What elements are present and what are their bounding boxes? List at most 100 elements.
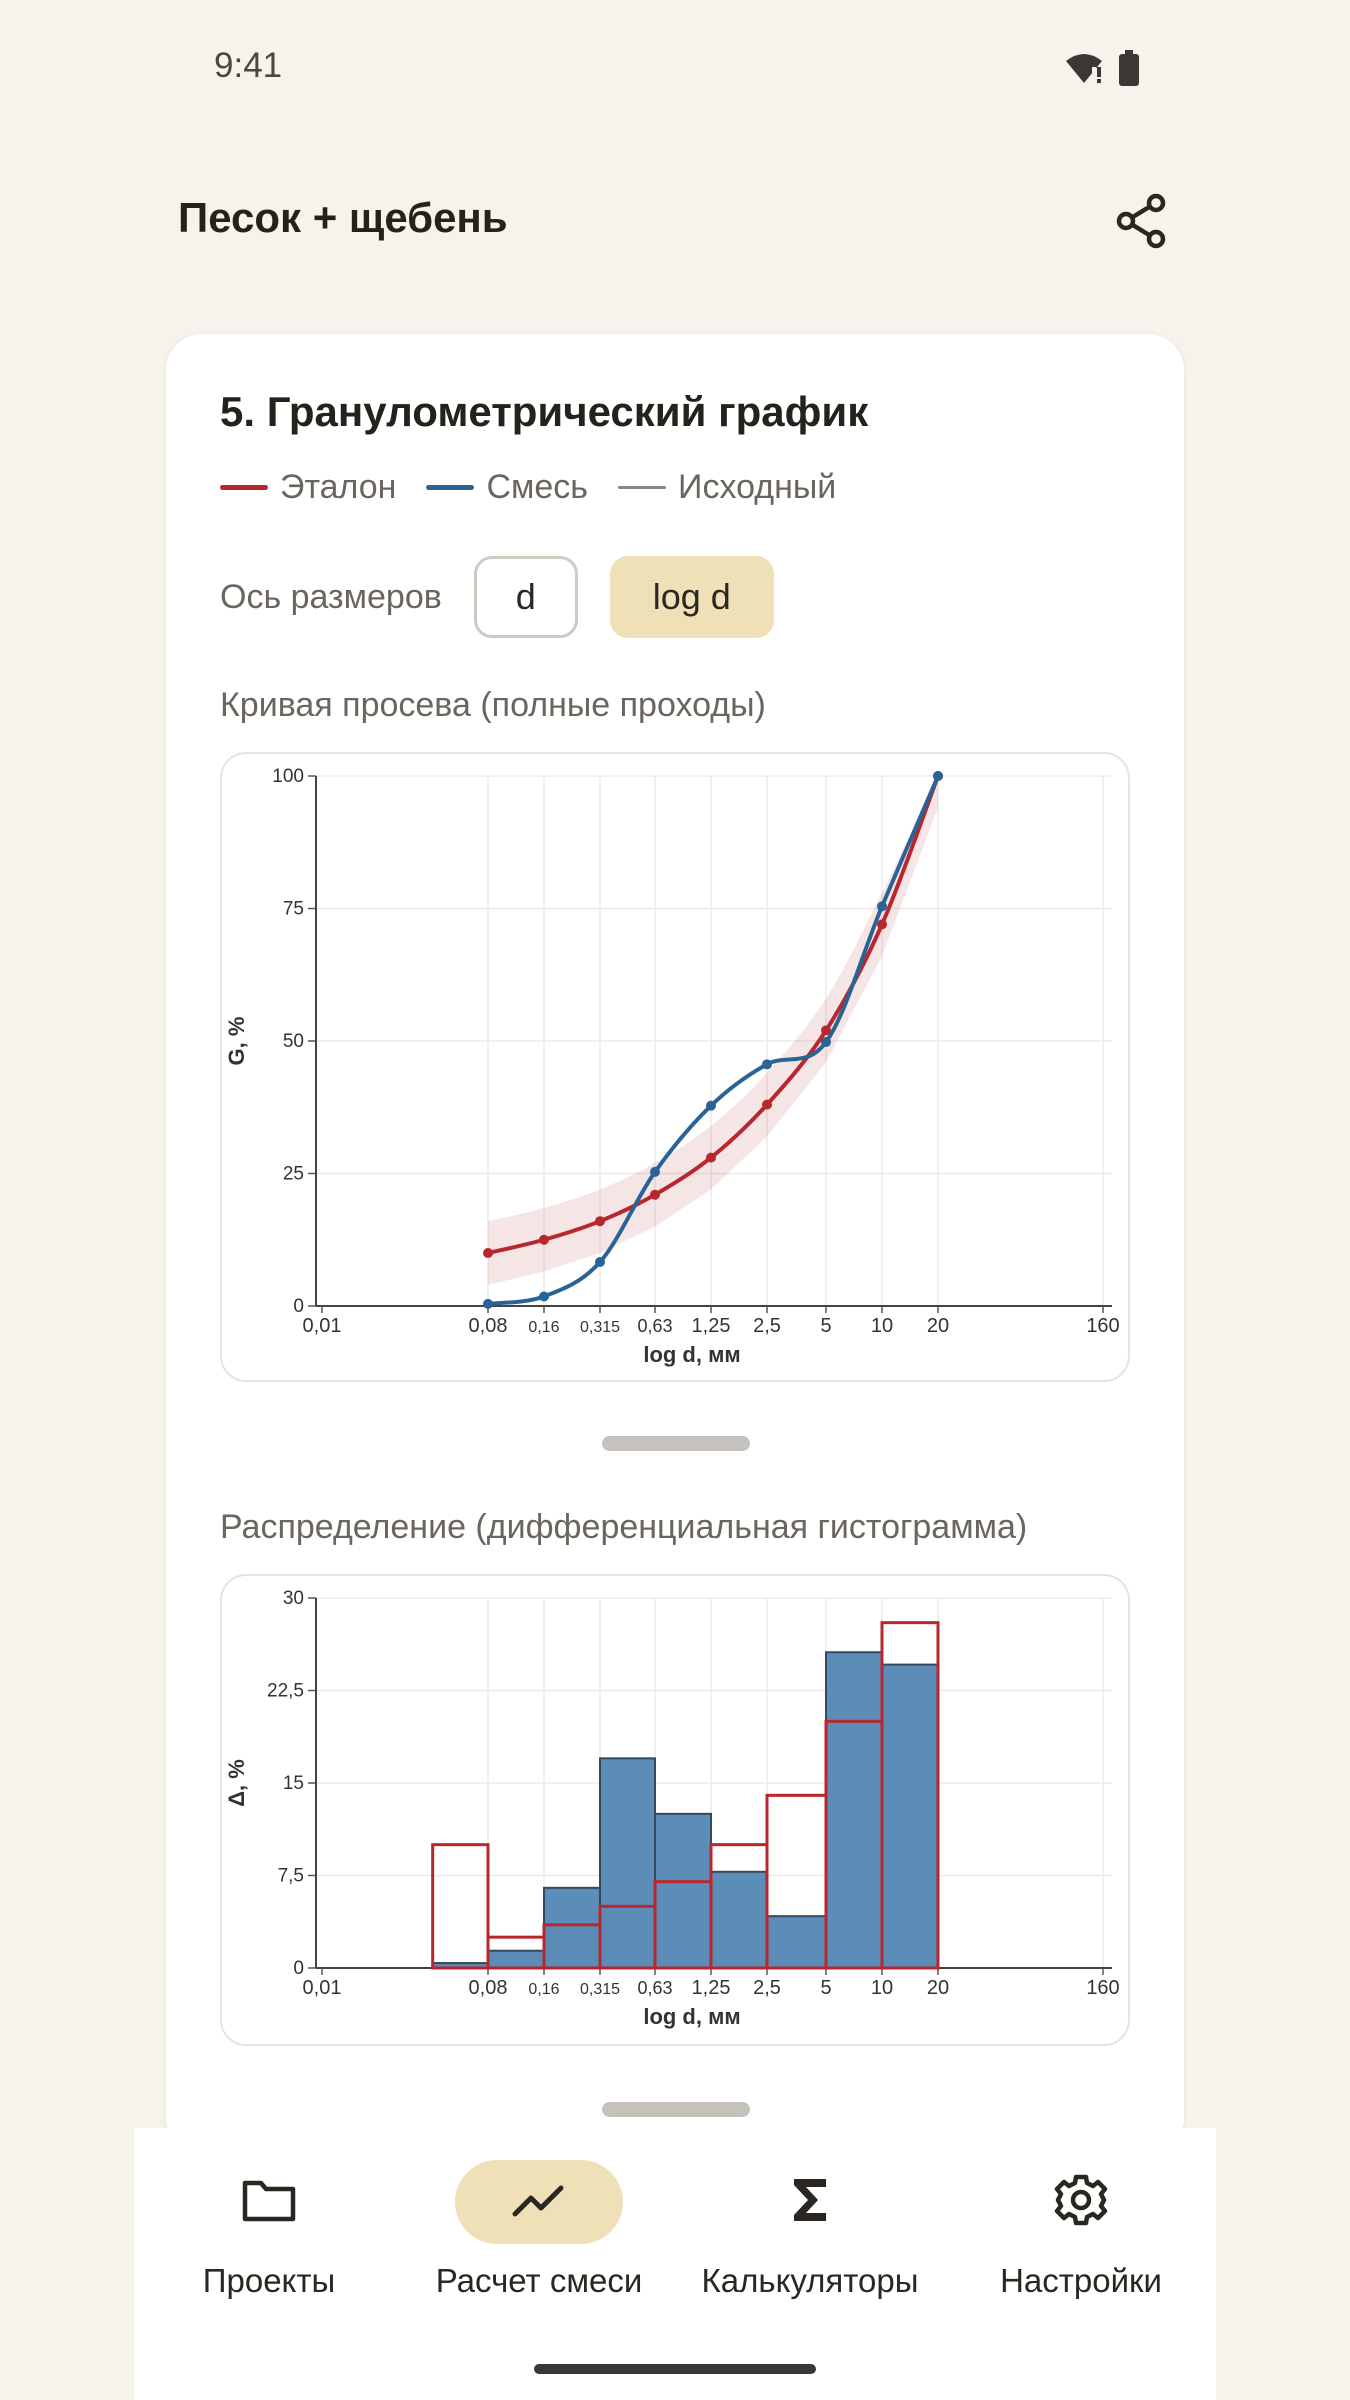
y-tick-label: 22,5 bbox=[267, 1681, 304, 1702]
histogram-bar bbox=[881, 1663, 939, 1969]
axis-option-d[interactable]: d bbox=[473, 556, 578, 638]
x-tick-label: 5 bbox=[820, 1315, 831, 1337]
histogram-svg: 0 7,5 15 22,5 30 0,01 0,08 0,16 0,315 0,63 1,25 2,5… bbox=[224, 1588, 1120, 2029]
data-point bbox=[821, 1037, 831, 1048]
data-point bbox=[762, 1059, 772, 1070]
reference-bar-outline bbox=[880, 1621, 940, 1970]
x-tick-label: 0,16 bbox=[528, 1319, 559, 1336]
axis-toggle-label: Ось размеров bbox=[220, 577, 442, 616]
drag-handle[interactable] bbox=[602, 1436, 750, 1451]
legend-label: Эталон bbox=[280, 468, 397, 506]
x-tick-label: 10 bbox=[871, 1977, 893, 1999]
nav-label: Настройки bbox=[1000, 2262, 1162, 2299]
x-tick-label: 160 bbox=[1086, 1315, 1119, 1337]
x-axis-label: log d, мм bbox=[643, 1342, 740, 1367]
nav-label: Расчет смеси bbox=[435, 2262, 643, 2299]
data-point bbox=[595, 1216, 605, 1227]
x-tick-label: 2,5 bbox=[753, 1977, 781, 1999]
nav-pill bbox=[997, 2160, 1165, 2244]
x-tick-label: 0,01 bbox=[303, 1977, 342, 1999]
histogram-bar bbox=[599, 1757, 656, 1969]
status-bar: 9:41 bbox=[0, 0, 1350, 130]
histogram-bar bbox=[710, 1870, 768, 1969]
nav-pill bbox=[185, 2160, 353, 2244]
data-point bbox=[762, 1099, 772, 1110]
nav-item-mix-calc[interactable]: Расчет смеси bbox=[404, 2160, 674, 2340]
legend-label: Смесь bbox=[486, 468, 589, 506]
axis-option-log-d[interactable]: log d bbox=[609, 556, 774, 638]
legend-label: Исходный bbox=[678, 468, 837, 506]
x-axis-label: log d, мм bbox=[643, 2004, 740, 2029]
x-tick-label: 1,25 bbox=[692, 1315, 731, 1337]
gear-icon bbox=[1054, 2173, 1108, 2232]
x-tick-label: 0,01 bbox=[303, 1315, 342, 1337]
y-axis-label: G, % bbox=[224, 1017, 249, 1066]
y-tick-label: 0 bbox=[293, 1296, 304, 1317]
y-tick-label: 25 bbox=[283, 1164, 304, 1185]
histogram-bar bbox=[654, 1812, 712, 1969]
y-tick-label: 0 bbox=[293, 1958, 304, 1979]
x-tick-label: 0,08 bbox=[469, 1315, 508, 1337]
y-tick-label: 15 bbox=[283, 1773, 304, 1794]
nav-item-settings[interactable]: Настройки bbox=[946, 2160, 1216, 2340]
tolerance-band bbox=[488, 776, 938, 1285]
y-tick-label: 75 bbox=[283, 899, 304, 920]
section-title: 5. Гранулометрический график bbox=[220, 388, 869, 435]
legend-item-mix: Смесь bbox=[426, 468, 588, 507]
data-point bbox=[821, 1025, 831, 1036]
sieve-curve-title: Кривая просева (полные проходы) bbox=[220, 686, 766, 724]
data-point bbox=[877, 901, 887, 912]
app-bar: Песок + щебень bbox=[0, 180, 1350, 260]
histogram-bar bbox=[487, 1949, 545, 1970]
y-tick-label: 100 bbox=[272, 766, 304, 787]
y-tick-label: 7,5 bbox=[278, 1866, 304, 1887]
x-tick-label: 0,315 bbox=[580, 1319, 620, 1336]
x-tick-label: 0,315 bbox=[580, 1981, 620, 1998]
drag-handle[interactable] bbox=[602, 2102, 750, 2117]
wifi-alert-icon bbox=[1064, 51, 1104, 90]
sieve-curve-svg: 0 25 50 75 100 0,01 0,08 0,16 0,315 0,63 1,25 2,5 5 1… bbox=[224, 766, 1120, 1367]
legend-item-etalon: Эталон bbox=[220, 468, 396, 507]
folder-icon bbox=[241, 2177, 297, 2228]
histogram-title: Распределение (дифференциальная гистогра… bbox=[220, 1508, 1028, 1546]
share-button[interactable] bbox=[1108, 190, 1174, 256]
home-indicator bbox=[534, 2364, 816, 2374]
data-point bbox=[650, 1189, 660, 1200]
x-tick-label: 1,25 bbox=[692, 1977, 731, 1999]
x-tick-label: 10 bbox=[871, 1315, 893, 1337]
nav-item-projects[interactable]: Проекты bbox=[134, 2160, 404, 2340]
x-tick-label: 2,5 bbox=[753, 1315, 781, 1337]
y-tick-label: 50 bbox=[283, 1031, 304, 1052]
legend-swatch-source bbox=[618, 486, 667, 489]
data-point bbox=[483, 1248, 493, 1258]
sigma-icon bbox=[790, 2175, 830, 2230]
share-icon bbox=[1114, 193, 1168, 254]
chart-legend: Эталон Смесь Исходный bbox=[220, 468, 836, 507]
x-tick-label: 0,08 bbox=[469, 1977, 508, 1999]
data-point bbox=[539, 1291, 549, 1302]
nav-item-calculators[interactable]: Калькуляторы bbox=[675, 2160, 945, 2340]
x-tick-label: 20 bbox=[927, 1977, 949, 1999]
x-tick-label: 160 bbox=[1086, 1977, 1119, 1999]
histogram-bar bbox=[766, 1915, 827, 1970]
series-line-1 bbox=[487, 775, 940, 1306]
page-title: Песок + щебень bbox=[178, 194, 508, 241]
legend-swatch-mix bbox=[426, 485, 475, 490]
sieve-curve-chart: 0 25 50 75 100 0,01 0,08 0,16 0,315 0,63 1,25 2,5 5 1… bbox=[220, 752, 1130, 1382]
nav-pill bbox=[726, 2160, 894, 2244]
y-axis-label: Δ, % bbox=[224, 1759, 249, 1807]
axis-toggle-row: Ось размеров d log d bbox=[220, 556, 774, 638]
x-tick-label: 5 bbox=[820, 1977, 831, 1999]
data-point bbox=[650, 1166, 660, 1177]
y-tick-label: 30 bbox=[283, 1588, 304, 1609]
battery-icon bbox=[1118, 50, 1140, 91]
histogram-bar bbox=[825, 1651, 883, 1970]
data-point bbox=[706, 1100, 716, 1111]
data-point bbox=[483, 1298, 493, 1309]
histogram-bar bbox=[543, 1886, 601, 1970]
status-time: 9:41 bbox=[214, 46, 283, 85]
reference-bar-outline bbox=[431, 1843, 490, 1970]
legend-swatch-etalon bbox=[220, 485, 268, 490]
data-point bbox=[877, 919, 887, 930]
data-point bbox=[595, 1257, 605, 1268]
